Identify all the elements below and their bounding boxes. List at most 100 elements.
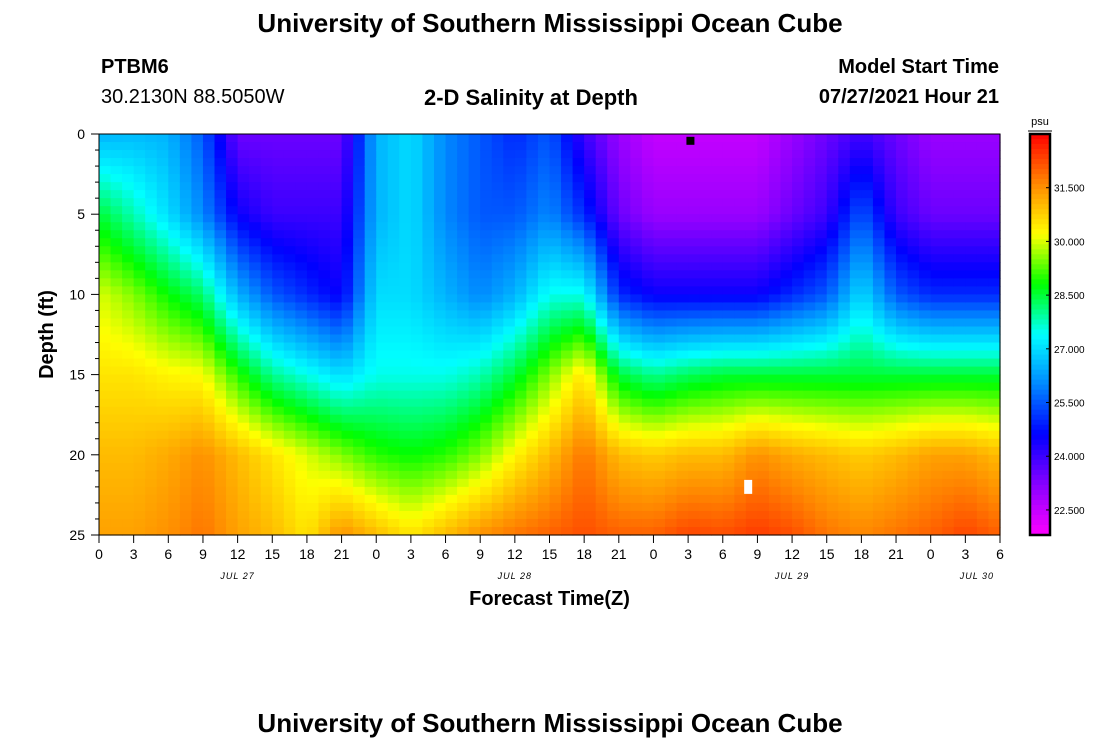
heatmap-cell xyxy=(653,342,666,352)
heatmap-cell xyxy=(537,494,551,504)
heatmap-cell xyxy=(237,350,250,360)
heatmap-cell xyxy=(815,318,828,328)
heatmap-cell xyxy=(607,214,620,223)
heatmap-cell xyxy=(665,446,678,456)
heatmap-cell xyxy=(249,222,262,231)
heatmap-cell xyxy=(156,334,169,344)
heatmap-markers xyxy=(686,136,753,494)
heatmap-cell xyxy=(930,486,943,496)
heatmap-cell xyxy=(468,374,481,384)
heatmap-cell xyxy=(156,254,169,263)
heatmap-cell xyxy=(295,502,308,512)
heatmap-cell xyxy=(295,526,308,536)
heatmap-cell xyxy=(815,478,828,488)
heatmap-cell xyxy=(965,414,978,424)
heatmap-cell xyxy=(872,142,886,151)
heatmap-cell xyxy=(919,254,932,263)
heatmap-cell xyxy=(295,190,308,199)
heatmap-cell xyxy=(896,430,909,440)
heatmap-cell xyxy=(780,174,793,183)
heatmap-cell xyxy=(861,350,874,360)
heatmap-cell xyxy=(110,182,123,191)
heatmap-cell xyxy=(318,526,331,536)
heatmap-cell xyxy=(330,390,343,400)
heatmap-cell xyxy=(272,382,285,392)
heatmap-cell xyxy=(884,166,897,175)
heatmap-cell xyxy=(965,166,978,175)
heatmap-cell xyxy=(896,198,909,207)
heatmap-cell xyxy=(422,518,435,528)
heatmap-cell xyxy=(537,222,551,231)
heatmap-cell xyxy=(584,358,597,368)
heatmap-cell xyxy=(595,438,608,448)
heatmap-cell xyxy=(849,246,862,255)
heatmap-cell xyxy=(549,174,562,183)
colorbar-cell xyxy=(1030,429,1050,436)
heatmap-cell xyxy=(168,150,181,159)
heatmap-cell xyxy=(711,262,724,271)
heatmap-cell xyxy=(780,406,793,416)
heatmap-cell xyxy=(526,374,539,384)
heatmap-cell xyxy=(861,174,874,183)
heatmap-cell xyxy=(549,494,562,504)
heatmap-cell xyxy=(815,398,828,408)
heatmap-cell xyxy=(792,510,805,520)
heatmap-cell xyxy=(549,462,562,472)
heatmap-cell xyxy=(295,238,308,247)
heatmap-cell xyxy=(537,206,551,215)
heatmap-cell xyxy=(630,238,643,247)
heatmap-cell xyxy=(491,302,504,312)
heatmap-cell xyxy=(965,262,978,271)
heatmap-cell xyxy=(364,374,377,384)
heatmap-cell xyxy=(272,270,285,279)
heatmap-cell xyxy=(249,246,262,255)
heatmap-cell xyxy=(745,326,759,336)
heatmap-cell xyxy=(815,374,828,384)
heatmap-cell xyxy=(699,350,712,360)
heatmap-cell xyxy=(341,374,354,384)
heatmap-cell xyxy=(745,254,759,263)
heatmap-cell xyxy=(179,518,193,528)
heatmap-cell xyxy=(896,246,909,255)
heatmap-cell xyxy=(364,398,377,408)
heatmap-cell xyxy=(549,134,562,143)
heatmap-cell xyxy=(930,278,943,287)
heatmap-cell xyxy=(122,222,135,231)
heatmap-cell xyxy=(503,190,516,199)
heatmap-cell xyxy=(745,350,759,360)
heatmap-cell xyxy=(376,382,389,392)
heatmap-cell xyxy=(699,446,712,456)
heatmap-cell xyxy=(179,134,193,143)
heatmap-cell xyxy=(768,358,782,368)
heatmap-cell xyxy=(237,518,250,528)
heatmap-cell xyxy=(861,334,874,344)
heatmap-cell xyxy=(260,142,273,151)
heatmap-cell xyxy=(953,366,966,376)
heatmap-cell xyxy=(341,422,354,432)
heatmap-cell xyxy=(549,510,562,520)
heatmap-cell xyxy=(745,302,759,312)
heatmap-cell xyxy=(237,494,250,504)
heatmap-cell xyxy=(653,526,666,536)
heatmap-cell xyxy=(272,422,285,432)
colorbar-cell xyxy=(1030,209,1050,215)
heatmap-cell xyxy=(699,422,712,432)
heatmap-cell xyxy=(745,414,759,424)
heatmap-cell xyxy=(133,510,146,520)
heatmap-cell xyxy=(341,254,354,263)
heatmap-cell xyxy=(318,430,331,440)
heatmap-cell xyxy=(457,414,470,424)
heatmap-cell xyxy=(376,222,389,231)
heatmap-cell xyxy=(861,254,874,263)
heatmap-cell xyxy=(549,358,562,368)
heatmap-cell xyxy=(884,182,897,191)
heatmap-cell xyxy=(445,254,458,263)
heatmap-cell xyxy=(503,142,516,151)
heatmap-cell xyxy=(734,294,747,304)
heatmap-cell xyxy=(561,198,574,207)
heatmap-cell xyxy=(514,230,527,239)
colorbar-cell xyxy=(1030,489,1050,496)
heatmap-cell xyxy=(387,214,400,223)
heatmap-cell xyxy=(156,310,169,320)
heatmap-cell xyxy=(330,254,343,263)
